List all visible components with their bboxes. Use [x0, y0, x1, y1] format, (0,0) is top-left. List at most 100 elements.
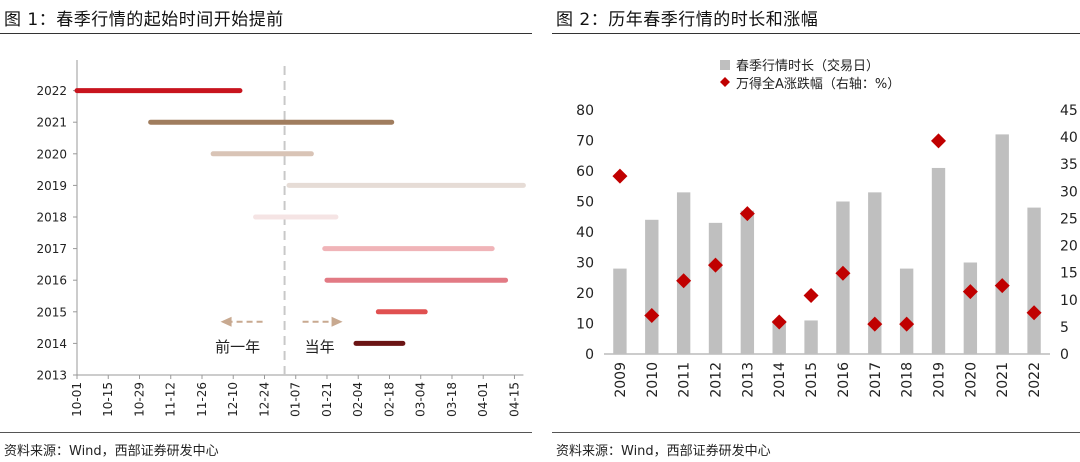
x-tick-label: 2014 [772, 362, 788, 398]
source-note-left: 资料来源：Wind，西部证券研发中心 [4, 444, 219, 459]
source-rule-right [552, 432, 1080, 433]
y-tick-label: 2018 [36, 211, 67, 225]
left-panel: 图 1：春季行情的起始时间开始提前 2013 2014 2015 2016 2017 20… [0, 0, 532, 462]
x-tick-label: 2019 [932, 362, 948, 398]
legend-swatch-bar [720, 60, 730, 70]
source-note-right: 资料来源：Wind，西部证券研发中心 [556, 444, 771, 459]
return-marker [803, 287, 819, 303]
return-marker [644, 308, 660, 324]
y-tick-label: 2015 [36, 305, 67, 319]
y-right-tick-label: 5 [1060, 320, 1069, 336]
return-marker [1026, 305, 1042, 321]
y-right-tick-label: 40 [1060, 130, 1078, 146]
y-left-tick-label: 10 [576, 317, 594, 333]
legend-swatch-diamond [720, 77, 730, 87]
duration-bar [868, 192, 882, 354]
annotation-label: 前一年 [215, 338, 260, 356]
y-right-tick-label: 25 [1060, 211, 1078, 227]
return-marker [962, 284, 978, 300]
y-tick-label: 2020 [36, 147, 67, 161]
x-tick-label: 10-01 [70, 382, 84, 417]
x-tick-label: 2022 [1027, 362, 1043, 398]
y-left-tick-label: 0 [585, 347, 594, 363]
x-tick-label: 01-21 [320, 382, 334, 417]
y-left-tick-label: 20 [576, 286, 594, 302]
y-left-tick-label: 60 [576, 164, 594, 180]
duration-bar [804, 320, 818, 354]
x-tick-label: 11-26 [195, 382, 209, 417]
x-tick-label: 02-18 [382, 382, 396, 417]
x-tick-label: 2018 [900, 362, 916, 398]
y-left-tick-label: 80 [576, 103, 594, 119]
y-tick-label: 2016 [36, 274, 67, 288]
chart-title-right: 图 2：历年春季行情的时长和涨幅 [556, 10, 819, 30]
x-tick-label: 03-18 [445, 382, 459, 417]
title-rule-left [0, 33, 532, 34]
duration-bar [645, 219, 659, 354]
title-rule-right [552, 33, 1080, 34]
x-tick-label: 10-15 [101, 382, 115, 417]
x-tick-label: 2011 [677, 362, 693, 398]
x-tick-label: 2020 [963, 362, 979, 398]
duration-bar [899, 268, 914, 354]
arrow-right-head [331, 316, 343, 327]
gantt-chart: 2013 2014 2015 2016 2017 2018 2019 2020 2021 2022… [36, 60, 526, 417]
return-marker [708, 257, 723, 273]
y-right-tick-label: 0 [1060, 347, 1069, 363]
return-marker [931, 133, 946, 149]
duration-bar [963, 262, 978, 354]
x-tick-label: 01-07 [289, 382, 303, 417]
x-tick-label: 2009 [613, 362, 629, 398]
arrow-left-head [220, 316, 232, 327]
y-left-tick-label: 30 [576, 256, 594, 272]
return-marker [612, 168, 628, 184]
y-tick-label: 2022 [36, 84, 67, 98]
x-tick-label: 02-04 [351, 382, 365, 417]
legend-label: 万得全A涨跌幅（右轴：%） [736, 76, 900, 92]
return-marker [739, 206, 755, 222]
y-tick-label: 2021 [36, 116, 67, 130]
x-tick-label: 12-24 [257, 382, 271, 417]
source-rule-left [0, 432, 532, 433]
y-right-tick-label: 45 [1060, 103, 1078, 119]
x-tick-label: 2012 [709, 362, 725, 398]
duration-bar [708, 222, 723, 354]
duration-bar [740, 210, 755, 354]
duration-bar [995, 134, 1009, 354]
combo-chart: 0 10 20 30 40 50 60 70 80 0 5 10 15 20 25 30 35 40 45 2009 2… [576, 58, 1078, 398]
x-tick-label: 2021 [995, 362, 1011, 398]
duration-bar [613, 268, 627, 354]
x-tick-label: 12-10 [226, 382, 240, 417]
y-tick-label: 2017 [36, 242, 67, 256]
y-left-tick-label: 70 [576, 134, 594, 150]
y-right-tick-label: 20 [1060, 239, 1078, 255]
x-tick-label: 04-15 [507, 382, 521, 417]
y-left-tick-label: 40 [576, 225, 594, 241]
x-tick-label: 2013 [740, 362, 756, 398]
y-tick-label: 2013 [36, 369, 67, 383]
duration-bar [1027, 207, 1041, 354]
x-tick-label: 03-04 [414, 382, 428, 417]
x-tick-label: 2016 [836, 362, 852, 398]
return-marker [994, 278, 1010, 294]
y-right-tick-label: 35 [1060, 157, 1078, 173]
return-marker [771, 314, 787, 330]
y-right-tick-label: 15 [1060, 266, 1078, 282]
return-marker [676, 273, 692, 289]
x-tick-label: 2010 [645, 362, 661, 398]
y-right-tick-label: 10 [1060, 293, 1078, 309]
duration-bar [931, 167, 946, 354]
return-marker [899, 316, 915, 332]
y-tick-label: 2019 [36, 179, 67, 193]
annotation-label: 当年 [305, 338, 335, 356]
return-marker [835, 265, 851, 281]
duration-bar [772, 320, 786, 354]
return-marker [867, 316, 883, 332]
x-tick-label: 2015 [804, 362, 820, 398]
chart-title-left: 图 1：春季行情的起始时间开始提前 [4, 10, 284, 30]
right-panel: 图 2：历年春季行情的时长和涨幅 0 10 20 30 40 50 60 70 80 0 5 10 15… [552, 0, 1080, 462]
x-tick-label: 10-29 [132, 382, 146, 417]
legend-label: 春季行情时长（交易日） [736, 58, 879, 74]
duration-bar [676, 192, 691, 354]
y-tick-label: 2014 [36, 337, 67, 351]
